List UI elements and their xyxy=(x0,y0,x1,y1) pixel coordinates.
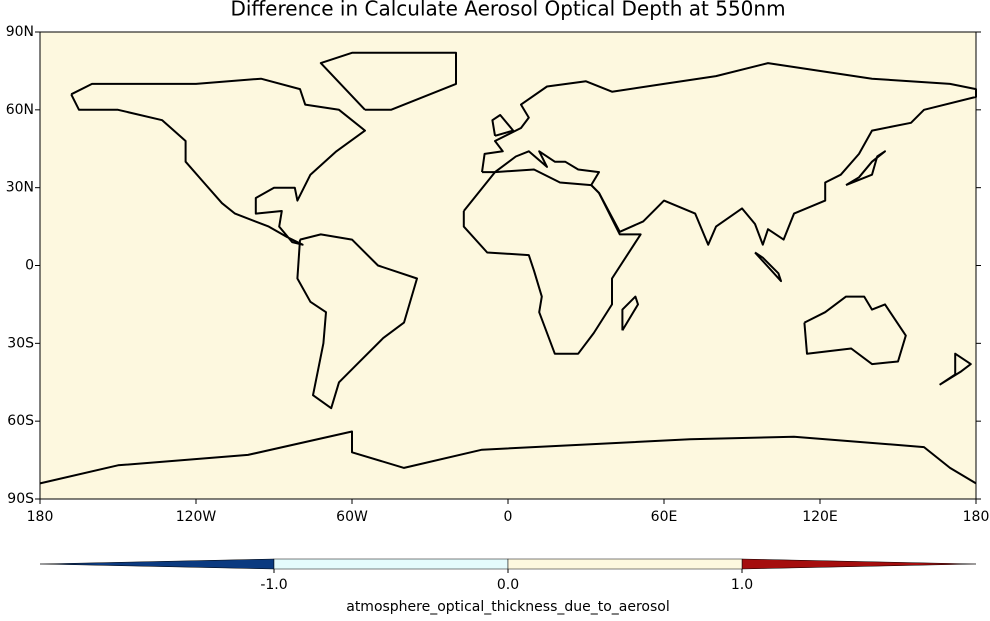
colorbar-tick-label: -1.0 xyxy=(260,577,287,593)
map-title: Difference in Calculate Aerosol Optical … xyxy=(230,0,785,21)
coastline xyxy=(621,295,639,331)
y-tick-label: 60S xyxy=(7,413,34,429)
coastline xyxy=(319,51,457,111)
y-tick-label: 30N xyxy=(6,180,34,196)
coastline xyxy=(70,77,366,246)
x-tick-label: 120W xyxy=(176,509,217,525)
coastline xyxy=(491,114,515,137)
coastline xyxy=(803,295,907,366)
colorbar-under xyxy=(39,558,275,570)
x-tick-label: 180 xyxy=(963,509,990,525)
x-tick-label: 60W xyxy=(336,509,368,525)
coastline xyxy=(39,430,977,485)
coastline xyxy=(939,352,972,386)
coastline xyxy=(296,233,418,410)
coastline xyxy=(845,150,886,187)
x-tick-label: 120E xyxy=(802,509,838,525)
coastline xyxy=(462,168,642,355)
coastline xyxy=(481,62,977,246)
colorbar-over xyxy=(741,558,977,570)
y-tick-label: 90S xyxy=(7,491,34,507)
map-field xyxy=(40,32,976,499)
colorbar-segment xyxy=(507,558,743,570)
y-tick-label: 60N xyxy=(6,102,34,118)
colorbar-tick-label: 0.0 xyxy=(497,577,519,593)
y-tick-label: 90N xyxy=(6,24,34,40)
colorbar-tick-label: 1.0 xyxy=(731,577,753,593)
x-tick-label: 0 xyxy=(504,509,513,525)
colorbar-label: atmosphere_optical_thickness_due_to_aero… xyxy=(346,599,670,615)
coastlines xyxy=(39,51,977,485)
y-tick-label: 0 xyxy=(25,258,34,274)
y-tick-label: 30S xyxy=(7,335,34,351)
colorbar-segment xyxy=(273,558,509,570)
x-tick-label: 60E xyxy=(651,509,678,525)
coastline xyxy=(754,251,782,283)
x-tick-label: 180 xyxy=(27,509,54,525)
